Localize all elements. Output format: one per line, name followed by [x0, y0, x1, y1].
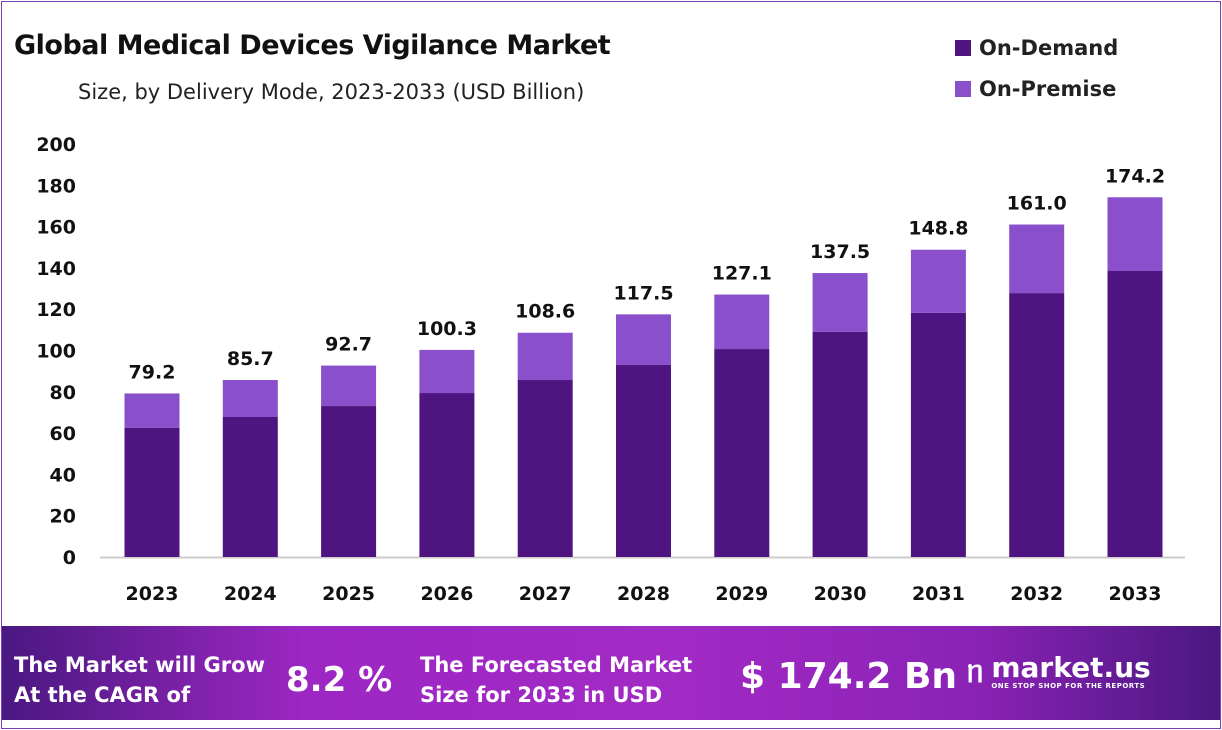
bar-on-premise: [1107, 197, 1163, 271]
y-tick-label: 80: [50, 382, 76, 404]
x-tick-label: 2025: [322, 583, 375, 605]
y-tick-label: 60: [50, 423, 76, 445]
bar-on-demand: [616, 364, 671, 557]
bar-on-demand: [124, 427, 180, 557]
cagr-value: 8.2 %: [286, 660, 393, 700]
forecast-label: The Forecasted Market Size for 2033 in US…: [420, 653, 693, 707]
data-label: 174.2: [1105, 165, 1165, 187]
logo-tagline: ONE STOP SHOP FOR THE REPORTS: [991, 682, 1146, 690]
legend-label: On-Premise: [979, 77, 1117, 101]
bar-chart: 0 20 40 60 80 100 120 140 160 180 200 79.2 2023 85.7 2…: [36, 134, 1185, 605]
bar-on-demand: [419, 393, 475, 557]
bar-on-premise: [714, 294, 770, 350]
cagr-label: The Market will Grow At the CAGR of: [14, 653, 265, 707]
data-label: 85.7: [227, 348, 274, 370]
bar-on-demand: [321, 406, 377, 557]
y-tick-label: 160: [36, 217, 76, 239]
bar-on-premise: [124, 393, 180, 428]
bar-on-premise: [812, 273, 868, 332]
market-us-logo: ᥒ market.us ONE STOP SHOP FOR THE REPORTS: [967, 651, 1151, 691]
data-label: 117.5: [613, 282, 673, 304]
data-label: 108.6: [515, 301, 575, 323]
chart-title: Global Medical Devices Vigilance Market: [14, 30, 611, 61]
x-tick-label: 2027: [519, 583, 572, 605]
y-tick-label: 100: [36, 341, 76, 363]
x-tick-label: 2030: [814, 583, 867, 605]
logo-name: market.us: [991, 651, 1151, 684]
data-label: 161.0: [1007, 193, 1067, 215]
x-tick-label: 2023: [126, 583, 179, 605]
y-tick-label: 0: [63, 547, 76, 569]
data-label: 127.1: [712, 263, 772, 285]
bar-on-premise: [517, 332, 573, 381]
bar-on-demand: [222, 416, 278, 557]
bar-on-demand: [517, 380, 573, 557]
bar-on-demand: [1107, 270, 1163, 557]
legend-label: On-Demand: [979, 36, 1119, 60]
forecast-value: $ 174.2 Bn: [740, 656, 958, 697]
bar-on-demand: [812, 331, 868, 557]
bar-on-premise: [222, 380, 278, 417]
bar-on-premise: [321, 365, 377, 407]
bar-on-demand: [714, 349, 770, 557]
x-tick-label: 2026: [420, 583, 473, 605]
y-tick-label: 200: [36, 134, 76, 156]
legend-item-on-demand: On-Demand: [955, 36, 1118, 60]
legend-swatch: [955, 81, 971, 97]
y-tick-label: 140: [36, 258, 76, 280]
bar-on-premise: [616, 314, 671, 365]
y-tick-label: 40: [50, 464, 76, 486]
logo-icon: ᥒ: [967, 654, 984, 690]
x-tick-label: 2031: [912, 583, 965, 605]
y-tick-label: 180: [36, 175, 76, 197]
data-label: 137.5: [810, 241, 870, 263]
legend-item-on-premise: On-Premise: [955, 77, 1118, 101]
data-label: 100.3: [417, 318, 477, 340]
bar-on-demand: [1009, 293, 1065, 557]
data-label: 148.8: [908, 218, 968, 240]
bar-on-premise: [1009, 224, 1065, 294]
data-label: 92.7: [325, 334, 372, 356]
x-tick-label: 2029: [715, 583, 768, 605]
chart-subtitle: Size, by Delivery Mode, 2023-2033 (USD B…: [78, 80, 585, 104]
x-tick-label: 2028: [617, 583, 670, 605]
footer-banner: The Market will Grow At the CAGR of 8.2 %…: [2, 626, 1220, 720]
bar-on-premise: [910, 249, 966, 313]
data-label: 79.2: [129, 361, 176, 383]
x-tick-label: 2024: [224, 583, 277, 605]
bar-on-premise: [419, 349, 475, 394]
y-tick-label: 20: [50, 506, 76, 528]
x-tick-label: 2033: [1109, 583, 1162, 605]
bar-on-demand: [910, 312, 966, 557]
y-tick-label: 120: [36, 299, 76, 321]
legend: On-Demand On-Premise: [955, 36, 1118, 118]
legend-swatch: [955, 40, 971, 56]
x-tick-label: 2032: [1010, 583, 1063, 605]
